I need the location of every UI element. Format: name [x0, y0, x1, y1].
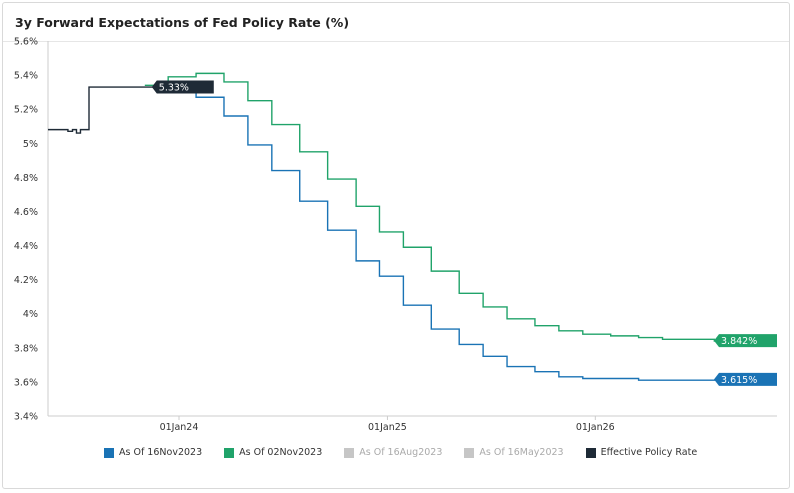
end-label-effective-bg — [151, 80, 214, 94]
legend-swatch — [344, 447, 355, 458]
x-tick-label: 01Jan24 — [160, 422, 199, 433]
title-divider — [3, 41, 789, 42]
axes: 5.6% 5.4% 5.2% 5% 4.8% 4.6% 4.4% 4.2% 4% 3.8% 3.6%… — [14, 37, 777, 433]
series-line-4 — [48, 86, 153, 134]
series-line-0 — [152, 86, 767, 381]
legend-item-2[interactable]: As Of 16Aug2023 — [344, 447, 442, 458]
legend-label: As Of 16Aug2023 — [359, 447, 443, 458]
end-label-16nov-bg — [714, 372, 777, 386]
y-tick-label: 3.4% — [14, 412, 38, 423]
legend-item-4[interactable]: Effective Policy Rate — [585, 447, 698, 458]
end-labels: 3.615% 3.842% 5.33% — [151, 80, 777, 386]
end-label-02nov: 3.842% — [714, 334, 777, 348]
end-label-effective: 5.33% — [151, 80, 214, 94]
legend-label: As Of 16May2023 — [479, 447, 564, 458]
y-tick-label: 5.4% — [14, 71, 38, 82]
end-label-16nov-text: 3.615% — [721, 375, 757, 386]
y-tick-label: 4% — [23, 309, 38, 320]
y-tick-label: 4.8% — [14, 173, 38, 184]
legend-item-0[interactable]: As Of 16Nov2023 — [104, 447, 202, 458]
y-tick-label: 5.6% — [14, 37, 38, 48]
end-label-16nov: 3.615% — [714, 372, 777, 386]
end-label-02nov-bg — [714, 334, 777, 348]
x-tick-label: 01Jan26 — [576, 422, 615, 433]
y-tick-label: 4.6% — [14, 207, 38, 218]
y-tick-label: 5% — [23, 139, 38, 150]
y-tick-label: 4.2% — [14, 275, 38, 286]
legend-label: As Of 02Nov2023 — [239, 447, 323, 458]
y-tick-label: 4.4% — [14, 241, 38, 252]
y-tick-label: 5.2% — [14, 105, 38, 116]
chart-title: 3y Forward Expectations of Fed Policy Ra… — [15, 15, 350, 30]
legend-label: As Of 16Nov2023 — [119, 447, 203, 458]
end-label-effective-text: 5.33% — [159, 83, 189, 94]
legend-label: Effective Policy Rate — [600, 447, 698, 458]
legend-swatch — [104, 447, 114, 458]
end-label-02nov-text: 3.842% — [721, 336, 757, 347]
legend-swatch — [585, 447, 596, 458]
legend-swatch — [224, 447, 235, 458]
series-layer — [48, 72, 767, 381]
legend-item-1[interactable]: As Of 02Nov2023 — [224, 447, 322, 458]
legend: As Of 16Nov2023 As Of 02Nov2023 As Of 16Au… — [104, 447, 697, 458]
legend-item-3[interactable]: As Of 16May2023 — [464, 447, 564, 458]
legend-swatch — [464, 447, 475, 458]
y-tick-label: 3.6% — [14, 377, 38, 388]
series-line-1 — [144, 72, 767, 342]
x-tick-label: 01Jan25 — [368, 422, 407, 433]
y-tick-label: 3.8% — [14, 343, 38, 354]
